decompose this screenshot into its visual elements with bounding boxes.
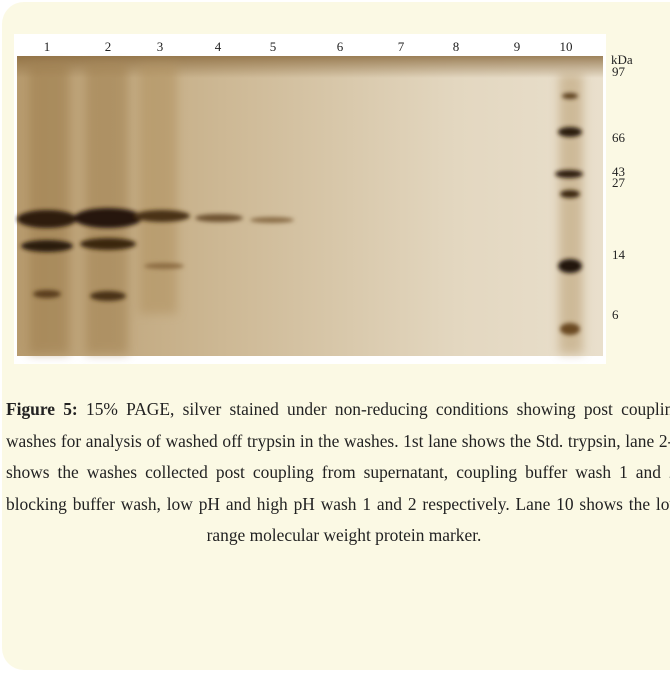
marker-label: 97 xyxy=(612,64,626,79)
lane-label: 4 xyxy=(215,39,222,54)
caption-label: Figure 5: xyxy=(6,399,78,419)
marker-label: 14 xyxy=(612,247,626,262)
lane-label: 7 xyxy=(398,39,405,54)
lane-label: 5 xyxy=(270,39,277,54)
marker-label: 66 xyxy=(612,130,626,145)
lane-label: 9 xyxy=(514,39,521,54)
lane-label: 3 xyxy=(157,39,164,54)
figure-caption: Figure 5: 15% PAGE, silver stained under… xyxy=(6,394,670,552)
lane-label: 10 xyxy=(560,39,573,54)
lane-label: 6 xyxy=(337,39,344,54)
page: 12345678910 kDa 97664327146 Figure 5: 15… xyxy=(0,0,670,677)
caption-text: 15% PAGE, silver stained under non-reduc… xyxy=(6,399,670,545)
lane-label: 8 xyxy=(453,39,460,54)
lane-label: 2 xyxy=(105,39,112,54)
marker-label: 6 xyxy=(612,307,619,322)
lane-label: 1 xyxy=(44,39,51,54)
marker-label: 27 xyxy=(612,175,626,190)
